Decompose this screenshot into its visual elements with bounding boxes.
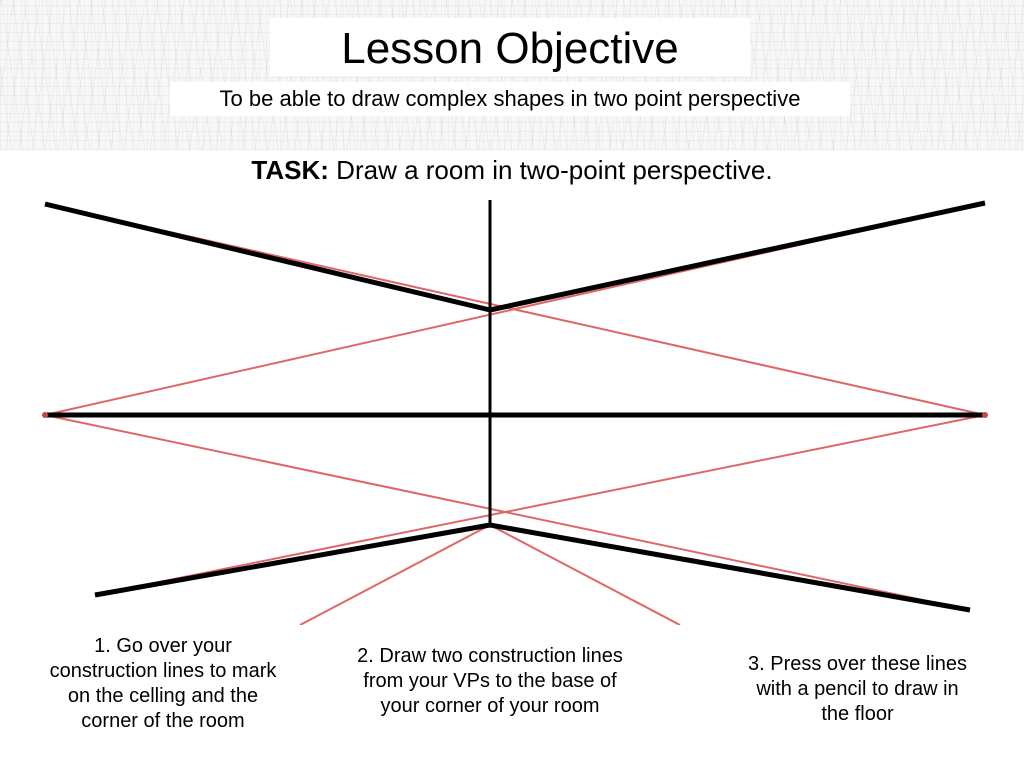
ceiling-edge-left — [45, 204, 490, 310]
task-line: TASK: Draw a room in two-point perspecti… — [0, 155, 1024, 186]
task-text: Draw a room in two-point perspective. — [336, 155, 772, 185]
lesson-subtitle: To be able to draw complex shapes in two… — [170, 82, 850, 116]
step-3-text: 3. Press over these lines with a pencil … — [740, 648, 975, 731]
construction-line-4 — [95, 415, 985, 595]
task-label: TASK: — [251, 155, 329, 185]
floor-edge-right — [490, 525, 970, 610]
ceiling-edge-right — [490, 203, 985, 310]
step-2-text: 2. Draw two construction lines from your… — [345, 640, 635, 723]
floor-edge-left — [95, 525, 490, 595]
perspective-diagram — [0, 195, 1024, 625]
vanishing-point-left — [42, 412, 48, 418]
lesson-title: Lesson Objective — [270, 18, 750, 76]
step-1-text: 1. Go over your construction lines to ma… — [38, 630, 288, 738]
vanishing-point-right — [982, 412, 988, 418]
